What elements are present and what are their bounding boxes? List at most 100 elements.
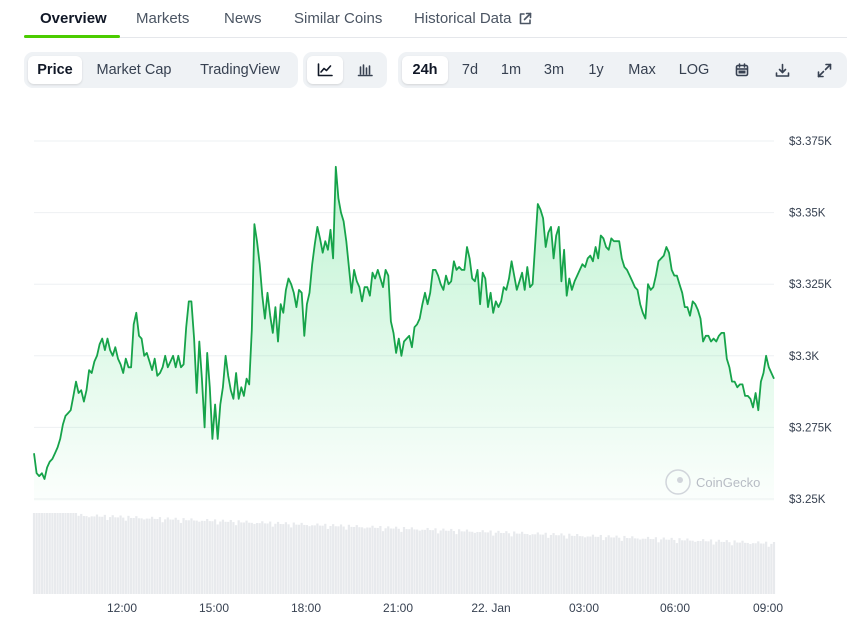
volume-bar <box>88 517 91 594</box>
price-line <box>33 165 775 480</box>
volume-bar <box>541 534 545 594</box>
range-7d[interactable]: 7d <box>461 62 479 78</box>
volume-bar <box>332 524 335 594</box>
volume-bar <box>762 543 765 594</box>
volume-bar <box>715 541 718 594</box>
volume-bar <box>334 526 337 594</box>
volume-bar <box>408 529 411 594</box>
volume-bar <box>568 533 571 594</box>
tradingview-tab[interactable]: TradingView <box>200 62 280 78</box>
range-1y[interactable]: 1y <box>588 62 604 78</box>
volume-bar <box>476 531 479 594</box>
range-max[interactable]: Max <box>628 62 656 78</box>
volume-bar <box>481 530 484 594</box>
volume-bar <box>589 536 592 594</box>
volume-bar <box>586 536 589 594</box>
date-range-button[interactable] <box>724 56 760 84</box>
tab-similar-coins[interactable]: Similar Coins <box>294 10 382 27</box>
volume-bar <box>434 528 437 594</box>
volume-bar <box>520 531 524 594</box>
tab-markets[interactable]: Markets <box>136 10 189 27</box>
external-link-icon <box>519 12 531 24</box>
x-tick-label: 22. Jan <box>471 601 510 615</box>
volume-bar <box>450 528 453 594</box>
volume-bar <box>744 542 747 594</box>
volume-bar <box>751 543 755 594</box>
volume-bar <box>295 524 298 594</box>
volume-bar <box>444 530 448 594</box>
volume-bar <box>447 530 450 594</box>
time-range-selector: 24h 7d 1m 3m 1y Max LOG <box>398 52 847 88</box>
volume-bar <box>694 541 697 594</box>
volume-bar <box>56 513 59 594</box>
volume-bar <box>702 539 705 594</box>
volume-bar <box>108 517 112 594</box>
y-tick-label: $3.275K <box>789 422 832 434</box>
volume-bar <box>321 525 324 594</box>
volume-bar <box>468 531 471 594</box>
volume-bar <box>35 513 38 594</box>
volume-bar <box>114 517 117 594</box>
y-tick-label: $3.3K <box>789 351 819 363</box>
tab-label: Similar Coins <box>294 10 383 27</box>
volume-bar <box>48 513 51 594</box>
volume-bar <box>221 519 225 594</box>
price-tab[interactable]: Price <box>28 56 82 84</box>
volume-bar <box>303 524 306 594</box>
volume-bar <box>219 521 222 594</box>
volume-bar <box>733 540 736 594</box>
volume-bar <box>324 523 327 594</box>
volume-bar <box>132 518 135 594</box>
volume-bar <box>544 532 547 594</box>
candlestick-button[interactable] <box>347 56 383 84</box>
volume-bar <box>636 538 639 594</box>
volume-bar <box>767 546 770 594</box>
log-scale-toggle[interactable]: LOG <box>678 62 710 78</box>
volume-bar <box>565 538 568 594</box>
volume-bar <box>699 541 702 594</box>
tab-label: News <box>224 10 262 27</box>
volume-bar <box>150 516 154 594</box>
volume-bar <box>712 544 715 594</box>
volume-bar <box>166 517 169 594</box>
volume-bar <box>720 541 723 594</box>
top-navigation: Overview Markets News Similar Coins Hist… <box>24 0 847 38</box>
fullscreen-button[interactable] <box>806 56 842 84</box>
volume-bar <box>518 533 521 594</box>
volume-bar <box>43 513 46 594</box>
volume-bar <box>646 536 650 594</box>
y-axis-labels: $3.375K $3.35K $3.325K $3.3K $3.275K $3.25K <box>789 136 832 506</box>
price-chart[interactable]: $3.375K $3.35K $3.325K $3.3K $3.275K $3.25K 1… <box>0 95 847 630</box>
volume-bar <box>389 528 392 594</box>
range-1m[interactable]: 1m <box>500 62 522 78</box>
market-cap-tab[interactable]: Market Cap <box>96 62 172 78</box>
volume-bar <box>329 526 332 594</box>
volume-bar <box>95 514 99 594</box>
download-button[interactable] <box>764 56 800 84</box>
volume-bar <box>308 526 311 594</box>
volume-bar <box>250 522 253 594</box>
range-24h[interactable]: 24h <box>402 56 448 84</box>
volume-bar <box>631 536 634 594</box>
volume-bar <box>284 522 288 594</box>
tab-news[interactable]: News <box>224 10 262 27</box>
volume-bar <box>604 537 608 594</box>
volume-bar <box>539 534 542 594</box>
volume-bar <box>602 540 605 594</box>
tab-label: Overview <box>40 10 107 27</box>
tab-historical-data[interactable]: Historical Data <box>414 10 532 27</box>
volume-bar <box>227 521 230 594</box>
volume-bar <box>119 515 122 594</box>
volume-bar <box>460 531 463 594</box>
line-chart-button[interactable] <box>307 56 343 84</box>
tab-overview[interactable]: Overview <box>40 10 107 27</box>
volume-bar <box>570 535 574 594</box>
range-3m[interactable]: 3m <box>543 62 565 78</box>
x-tick-label: 21:00 <box>383 601 413 615</box>
volume-bar <box>678 538 681 594</box>
volume-bar <box>271 526 274 594</box>
volume-bar <box>274 523 277 594</box>
volume-bar <box>507 533 511 594</box>
volume-bar <box>397 528 400 594</box>
volume-bar <box>358 527 361 594</box>
